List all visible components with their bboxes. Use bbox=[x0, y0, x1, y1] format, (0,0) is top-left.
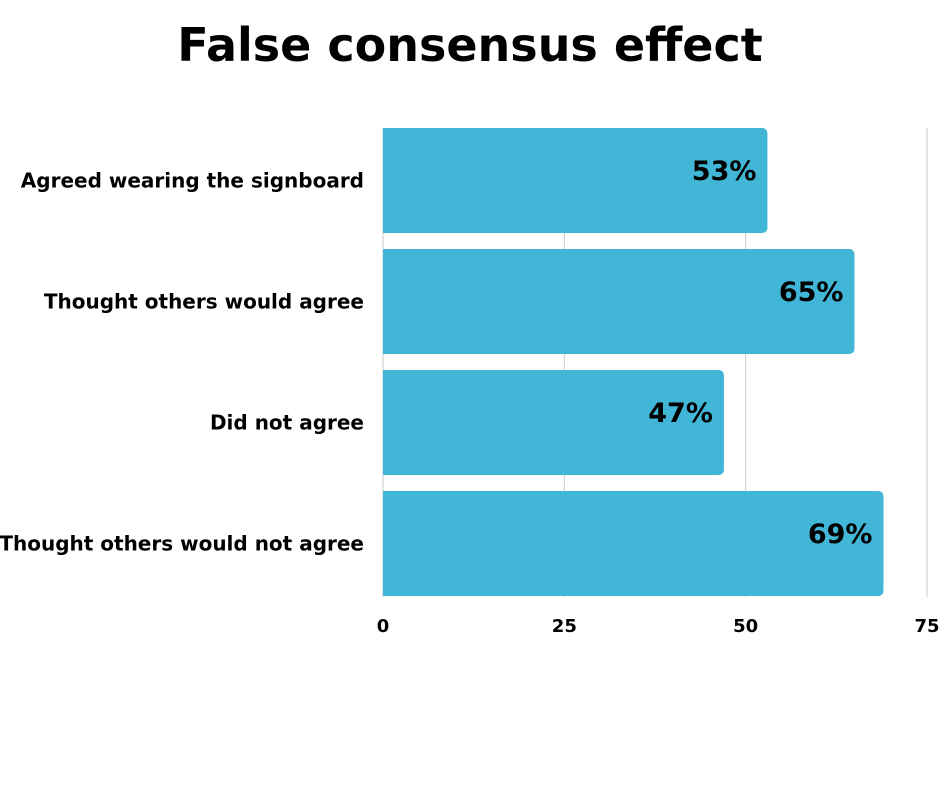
bar-3 bbox=[383, 370, 724, 475]
bar-1-base bbox=[383, 128, 391, 233]
bar-2-base bbox=[383, 249, 391, 354]
x-tick-label: 0 bbox=[377, 616, 390, 637]
category-label: Agreed wearing the signboard bbox=[21, 169, 364, 193]
value-label: 47% bbox=[648, 398, 713, 429]
category-label: Thought others would not agree bbox=[0, 532, 364, 556]
bar-4-base bbox=[383, 491, 391, 596]
bar-3-base bbox=[383, 370, 391, 475]
bar-1 bbox=[383, 128, 768, 233]
bar-4 bbox=[383, 491, 884, 596]
bar-2 bbox=[383, 249, 855, 354]
value-label: 53% bbox=[692, 156, 757, 187]
chart-title: False consensus effect bbox=[177, 18, 763, 72]
category-label: Thought others would agree bbox=[44, 290, 364, 314]
category-label: Did not agree bbox=[210, 411, 364, 435]
value-labels: 53% 65% 47% 69% bbox=[648, 156, 872, 550]
value-label: 69% bbox=[808, 519, 873, 550]
x-tick-label: 50 bbox=[733, 616, 758, 637]
x-axis-ticks: 0 25 50 75 bbox=[377, 616, 940, 637]
x-tick-label: 75 bbox=[914, 616, 939, 637]
bars bbox=[383, 128, 884, 596]
x-tick-label: 25 bbox=[552, 616, 577, 637]
category-labels: Agreed wearing the signboard Thought othe… bbox=[0, 169, 364, 556]
value-label: 65% bbox=[779, 277, 844, 308]
